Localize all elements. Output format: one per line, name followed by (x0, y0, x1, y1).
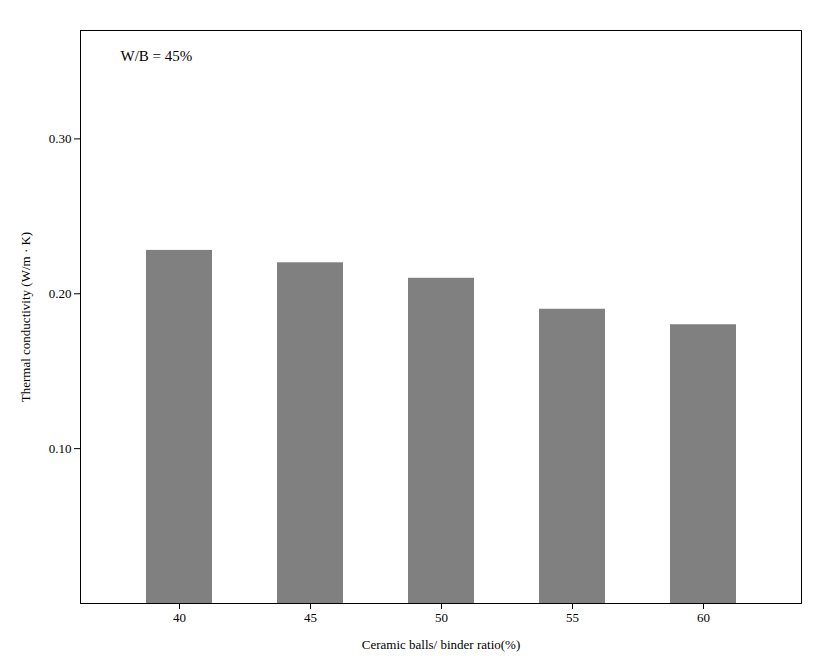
svg-text:60: 60 (697, 610, 710, 625)
svg-text:45: 45 (304, 610, 317, 625)
svg-text:Ceramic balls/ binder ratio(%): Ceramic balls/ binder ratio(%) (362, 637, 520, 652)
svg-text:50: 50 (435, 610, 448, 625)
svg-text:W/B = 45%: W/B = 45% (121, 48, 193, 64)
svg-text:0.30: 0.30 (49, 131, 72, 146)
svg-text:55: 55 (566, 610, 579, 625)
svg-text:0.20: 0.20 (49, 286, 72, 301)
svg-text:Thermal conductivity (W/m · K): Thermal conductivity (W/m · K) (18, 232, 33, 402)
svg-text:40: 40 (173, 610, 186, 625)
svg-text:0.10: 0.10 (49, 441, 72, 456)
